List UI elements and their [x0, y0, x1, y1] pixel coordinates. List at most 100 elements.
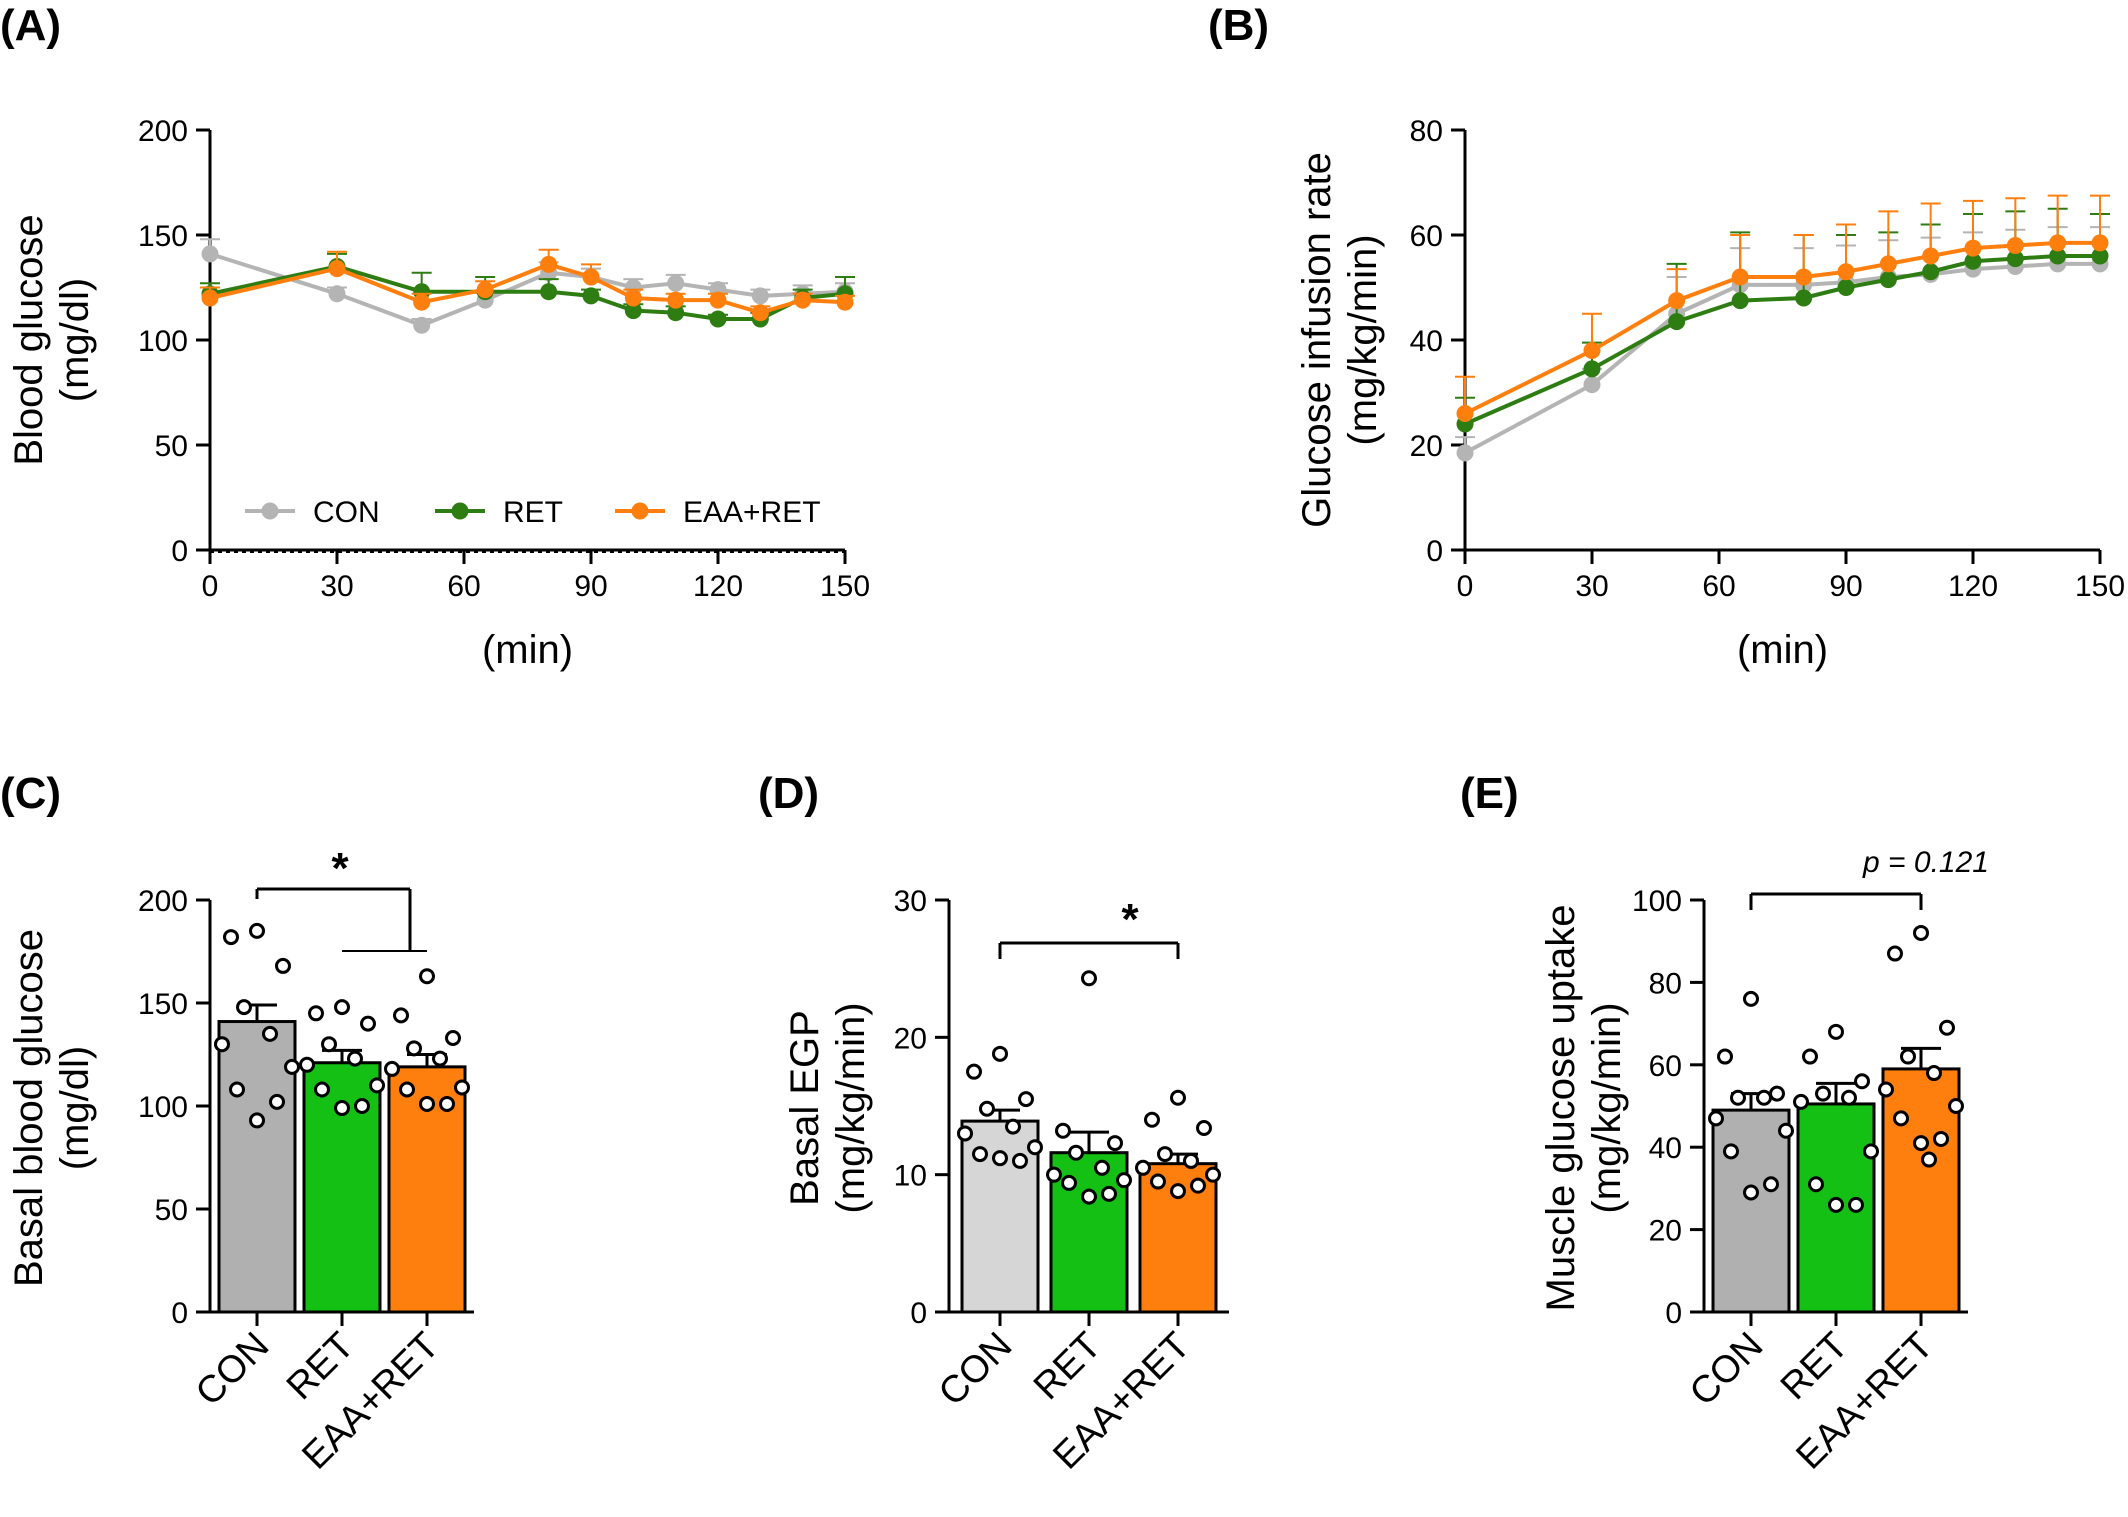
chart-d-data-point — [1205, 1166, 1221, 1183]
chart-b-series-2-point — [1795, 268, 1813, 286]
chart-d-category-label: CON — [931, 1325, 1020, 1414]
chart-d-data-point — [972, 1146, 988, 1163]
chart-c-data-point — [432, 1050, 448, 1067]
chart-e-data-point — [1863, 1143, 1879, 1160]
chart-d-data-point — [1094, 1159, 1110, 1176]
p-value-e: p = 0.121 — [1862, 846, 1989, 879]
panel-label-a: (A) — [0, 1, 61, 50]
chart-a-series-2-point — [582, 268, 600, 286]
chart-c-data-point — [314, 1081, 330, 1098]
chart-e-y-tick-label: 60 — [1649, 1050, 1682, 1083]
legend-marker-2 — [631, 502, 649, 520]
chart-d-data-point — [1027, 1139, 1043, 1156]
chart-e-y-tick-label: 0 — [1665, 1297, 1682, 1330]
chart-a-y-tick-label: 0 — [171, 535, 188, 568]
chart-a-series-0-point — [201, 245, 219, 263]
chart-b-series-2-point — [1879, 255, 1897, 273]
chart-d-data-point — [1046, 1166, 1062, 1183]
chart-e-data-point — [1743, 1184, 1759, 1201]
chart-d-data-point — [1012, 1152, 1028, 1169]
chart-b-series-2-point — [2006, 237, 2024, 254]
chart-c-data-point — [299, 1056, 315, 1073]
chart-b-y-axis-title-line: (mg/kg/min) — [1341, 234, 1385, 445]
chart-b-x-axis-title: (min) — [1737, 628, 1828, 672]
chart-b-series-1-point — [1583, 360, 1601, 378]
chart-d-data-point — [1170, 1183, 1186, 1200]
chart-e-data-point — [1756, 1089, 1772, 1106]
chart-e-data-point — [1926, 1065, 1942, 1082]
chart-b-series-1-point — [1922, 263, 1940, 281]
chart-e-data-point — [1933, 1130, 1949, 1147]
chart-d-y-tick-label: 20 — [894, 1022, 927, 1055]
chart-a-series-2-point — [709, 291, 727, 309]
chart-d-y-axis-title-line: (mg/kg/min) — [829, 1002, 873, 1213]
chart-c-data-point — [454, 1079, 470, 1096]
chart-a-y-tick-label: 100 — [138, 325, 188, 358]
chart-b-x-tick-label: 60 — [1702, 570, 1735, 603]
chart-c-y-axis-title-line: Basal blood glucose — [7, 929, 51, 1287]
chart-d-data-point — [1101, 1185, 1117, 1202]
chart-d-data-point — [1150, 1173, 1166, 1190]
chart-d-data-point — [1196, 1119, 1212, 1136]
chart-a-x-tick-label: 120 — [693, 570, 743, 603]
chart-e-data-point — [1815, 1085, 1831, 1102]
chart-c-data-point — [321, 1036, 337, 1053]
chart-c-data-point — [419, 968, 435, 985]
chart-b-y-tick-label: 20 — [1410, 430, 1443, 463]
chart-b-series-1-point — [1837, 279, 1855, 296]
chart-c-data-point — [308, 1005, 324, 1022]
legend: CON RET EAA+RET — [245, 496, 821, 529]
chart-c-data-point — [406, 1040, 422, 1057]
chart-a-y-axis-title-line: Blood glucose — [7, 214, 51, 465]
chart-c-data-point — [360, 1015, 376, 1032]
chart-c-data-point — [269, 1093, 285, 1110]
chart-d-data-point — [1068, 1144, 1084, 1161]
chart-d-data-point — [1157, 1146, 1173, 1163]
chart-c-data-point — [275, 957, 291, 974]
chart-d-data-point — [1055, 1122, 1071, 1139]
chart-d-data-point — [957, 1125, 973, 1142]
chart-b-series-2-point — [1922, 247, 1940, 265]
chart-b-series-1-point — [2006, 250, 2024, 268]
chart-c-data-point — [334, 999, 350, 1016]
chart-a-series-1-point — [624, 302, 642, 320]
chart-d-data-point — [1135, 1159, 1151, 1176]
chart-b-series-1-point — [1668, 313, 1686, 331]
chart-a-series-2-point — [201, 289, 219, 307]
chart-d-y-tick-label: 0 — [910, 1297, 927, 1330]
chart-e-data-point — [1887, 945, 1903, 962]
chart-d-data-point — [1190, 1177, 1206, 1194]
chart-c-data-point — [334, 1100, 350, 1117]
chart-c-data-point — [223, 929, 239, 946]
panel-label-d: (D) — [758, 769, 819, 818]
panel-label-c: (C) — [0, 769, 61, 818]
chart-b-series-1-point — [1731, 292, 1749, 310]
chart-d-bar — [1049, 1151, 1129, 1314]
chart-b-series-1-point — [1964, 252, 1982, 270]
chart-b-x-tick-label: 90 — [1829, 570, 1862, 603]
chart-e-data-point — [1717, 1048, 1733, 1065]
chart-e-data-point — [1828, 1023, 1844, 1040]
chart-e-y-tick-label: 20 — [1649, 1215, 1682, 1248]
chart-a-series-0-line — [209, 251, 846, 328]
chart-c-data-point — [236, 999, 252, 1016]
chart-e-data-point — [1763, 1176, 1779, 1193]
chart-a-series-1-point — [582, 287, 600, 305]
chart-b-series-0-point — [1456, 444, 1474, 462]
chart-c-data-point — [284, 1058, 300, 1075]
chart-c-data-point — [445, 1030, 461, 1047]
chart-b-y-axis-title: Glucose infusion rate(mg/kg/min) — [1295, 152, 1385, 528]
chart-a-series-2-point — [540, 255, 558, 273]
chart-d-data-point — [1183, 1152, 1199, 1169]
panel-label-e: (E) — [1460, 769, 1519, 818]
panel-label-b: (B) — [1208, 1, 1269, 50]
chart-c-data-point — [354, 1098, 370, 1114]
chart-e-data-point — [1848, 1196, 1864, 1213]
chart-a: 0 50 100 150 200 0 30 60 90 120 150 (min) Blood gluc… — [7, 115, 870, 672]
chart-a-series-1-point — [540, 283, 558, 301]
chart-d-y-tick-label: 10 — [894, 1160, 927, 1193]
chart-a-x-axis-title: (min) — [482, 628, 573, 672]
chart-e-data-point — [1948, 1098, 1964, 1114]
chart-a-series-1-point — [667, 304, 685, 322]
